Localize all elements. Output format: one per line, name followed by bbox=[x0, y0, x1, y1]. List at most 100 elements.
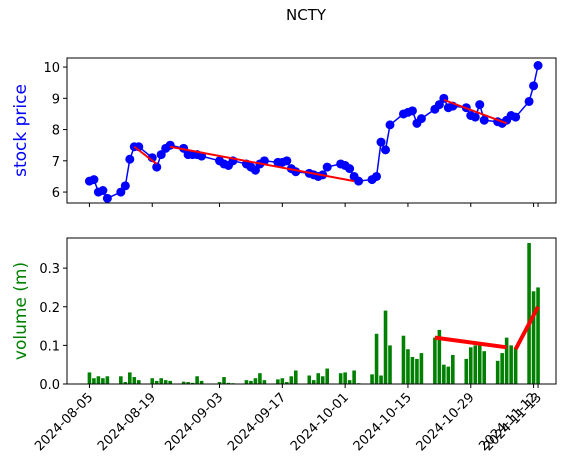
volume-bar bbox=[343, 372, 347, 384]
price-marker bbox=[152, 162, 162, 172]
volume-bar bbox=[150, 378, 155, 384]
price-marker bbox=[407, 106, 417, 116]
trend-line bbox=[133, 145, 158, 165]
price-marker bbox=[98, 186, 108, 195]
price-marker bbox=[385, 120, 395, 130]
price-marker bbox=[116, 187, 126, 197]
price-marker bbox=[120, 181, 130, 191]
volume-bar bbox=[383, 310, 388, 384]
axes-frame bbox=[66, 237, 557, 385]
volume-bar bbox=[451, 355, 455, 384]
volume-bar bbox=[253, 378, 258, 384]
trend-line bbox=[169, 145, 355, 183]
trend-line bbox=[434, 335, 507, 350]
volume-bar bbox=[222, 377, 226, 384]
axes-frame bbox=[66, 57, 557, 204]
price-marker bbox=[416, 114, 426, 124]
volume-bar bbox=[119, 376, 123, 384]
volume-bar bbox=[159, 378, 164, 384]
y-tick-label: 10 bbox=[43, 61, 60, 76]
y-tick-label: 0.3 bbox=[39, 262, 60, 277]
price-marker bbox=[376, 137, 386, 147]
volume-bar bbox=[96, 376, 101, 384]
y-tick-label: 9 bbox=[52, 92, 60, 107]
volume-bar bbox=[294, 370, 298, 384]
price-marker bbox=[533, 61, 543, 70]
volume-bar bbox=[500, 353, 504, 384]
price-marker bbox=[479, 115, 489, 125]
price-marker bbox=[345, 164, 355, 174]
volume-bar bbox=[190, 382, 195, 384]
price-marker bbox=[250, 165, 260, 175]
volume-bar bbox=[379, 375, 383, 384]
volume-bar bbox=[276, 379, 280, 384]
price-marker bbox=[354, 176, 364, 186]
volume-bar bbox=[338, 373, 343, 384]
volume-bar bbox=[509, 345, 513, 384]
volume-bar bbox=[374, 333, 379, 384]
volume-bar bbox=[388, 345, 392, 384]
volume-bar bbox=[419, 353, 424, 384]
volume-bar bbox=[504, 337, 509, 384]
volume-bar bbox=[154, 380, 159, 384]
trend-line bbox=[513, 305, 540, 351]
chart-title: NCTY bbox=[286, 6, 327, 24]
price-marker bbox=[282, 156, 292, 166]
volume-bar bbox=[307, 375, 312, 384]
volume-bar bbox=[464, 358, 469, 384]
price-marker bbox=[511, 112, 521, 122]
volume-bar bbox=[123, 382, 128, 384]
volume-bar bbox=[316, 373, 321, 384]
volume-bar bbox=[446, 366, 451, 384]
volume-bar bbox=[442, 364, 446, 384]
volume-bar bbox=[527, 243, 531, 384]
price-marker bbox=[125, 154, 135, 164]
volume-bar bbox=[163, 380, 168, 384]
volume-bar bbox=[311, 380, 316, 384]
volume-bar bbox=[181, 381, 186, 384]
y-axis-label: volume (m) bbox=[11, 262, 31, 360]
y-tick-label: 0.2 bbox=[39, 301, 60, 316]
volume-bar bbox=[410, 356, 415, 384]
volume-bar bbox=[468, 347, 473, 384]
y-tick-label: 7 bbox=[52, 155, 60, 170]
price-marker bbox=[475, 100, 485, 110]
volume-bar bbox=[477, 345, 482, 384]
volume-bar bbox=[101, 378, 105, 384]
y-tick-label: 6 bbox=[52, 186, 60, 201]
volume-bar bbox=[217, 382, 222, 384]
volume-bar bbox=[186, 382, 190, 384]
price-marker bbox=[470, 112, 480, 122]
volume-bar bbox=[262, 380, 267, 384]
volume-bar bbox=[87, 372, 92, 384]
volume-bar bbox=[320, 376, 325, 384]
volume-bar bbox=[473, 345, 478, 384]
volume-bar bbox=[347, 380, 352, 384]
volume-bar bbox=[258, 373, 262, 384]
y-tick-label: 0.1 bbox=[39, 339, 60, 354]
y-axis-label: stock price bbox=[11, 84, 31, 177]
volume-bar bbox=[406, 349, 410, 384]
price-marker bbox=[529, 81, 539, 91]
volume-bar bbox=[531, 291, 536, 384]
volume-bar bbox=[168, 380, 172, 384]
price-marker bbox=[102, 193, 112, 203]
volume-bar bbox=[401, 335, 406, 384]
price-marker bbox=[322, 162, 332, 172]
price-marker bbox=[156, 150, 166, 160]
volume-bar bbox=[352, 370, 356, 384]
volume-bar bbox=[536, 287, 540, 384]
volume-bar bbox=[105, 376, 110, 384]
volume-bar bbox=[128, 372, 132, 384]
volume-bar bbox=[482, 351, 487, 384]
volume-bar bbox=[199, 380, 204, 384]
price-marker bbox=[434, 100, 444, 110]
trend-line bbox=[443, 98, 508, 125]
volume-bar bbox=[136, 380, 141, 384]
volume-bar bbox=[325, 368, 329, 384]
volume-bar bbox=[433, 337, 437, 384]
volume-bar bbox=[132, 377, 137, 384]
volume-bar bbox=[437, 329, 442, 384]
